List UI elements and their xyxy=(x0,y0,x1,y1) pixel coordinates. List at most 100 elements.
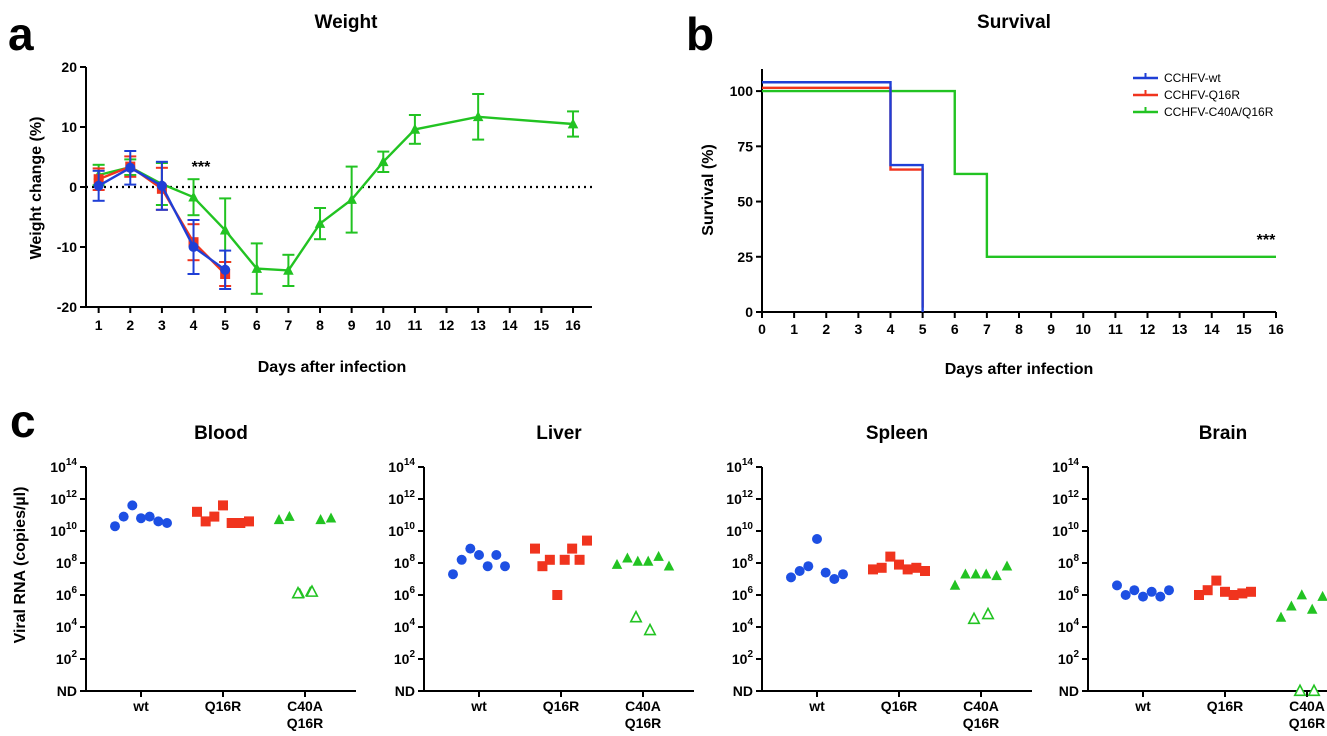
weight-point-wt xyxy=(125,162,136,173)
rna-category-label: wt xyxy=(132,698,149,714)
rna-y-tick-label: 1014 xyxy=(726,457,753,475)
rna-point-wt xyxy=(144,511,155,522)
tissue-title: Blood xyxy=(194,423,248,444)
survival-y-axis-label: Survival (%) xyxy=(700,144,717,236)
weight-x-tick-label: 8 xyxy=(316,317,324,333)
weight-point-c40a xyxy=(567,118,579,129)
rna-point-c40a xyxy=(632,555,644,566)
rna-point-q16r xyxy=(567,543,578,554)
weight-x-tick-label: 9 xyxy=(348,317,356,333)
survival-legend: CCHFV-wt CCHFV-Q16R CCHFV-C40A/Q16R xyxy=(1133,71,1274,119)
rna-point-q16r xyxy=(226,518,237,528)
rna-category-label: Q16R xyxy=(287,715,324,731)
rna-point-q16r xyxy=(911,562,922,573)
rna-y-tick-label: 106 xyxy=(394,585,416,603)
rna-y-tick-label: 1010 xyxy=(50,521,77,539)
rna-point-wt xyxy=(500,561,510,572)
survival-x-tick-label: 12 xyxy=(1140,321,1156,337)
weight-y-axis-label: Weight change (%) xyxy=(28,117,45,260)
legend-label-q16r: CCHFV-Q16R xyxy=(1164,88,1240,102)
rna-point-c40a xyxy=(611,558,623,569)
survival-step-line-q16r xyxy=(762,86,924,308)
rna-y-tick-label: 102 xyxy=(732,649,754,667)
rna-point-q16r xyxy=(582,535,592,546)
weight-point-c40a xyxy=(409,123,421,134)
tissue-title: Liver xyxy=(536,423,582,444)
weight-point-c40a xyxy=(378,156,389,167)
survival-x-tick-label: 1 xyxy=(790,321,798,337)
rna-y-tick-label: 1012 xyxy=(726,489,753,507)
rna-y-tick-label: 1010 xyxy=(388,521,415,539)
survival-x-tick-label: 0 xyxy=(758,321,766,337)
rna-category-label: Q16R xyxy=(1207,698,1244,714)
weight-x-tick-label: 5 xyxy=(221,317,229,333)
rna-point-wt xyxy=(829,574,840,584)
survival-significance: *** xyxy=(1257,232,1276,249)
rna-y-tick-label: 1012 xyxy=(388,489,415,507)
weight-y-tick-label: 20 xyxy=(61,59,77,75)
weight-point-c40a xyxy=(283,264,294,275)
tissue-title: Brain xyxy=(1199,423,1248,444)
weight-y-tick-label: -20 xyxy=(57,299,77,315)
rna-point-c40a xyxy=(1293,683,1307,697)
rna-y-tick-label: 102 xyxy=(56,649,78,667)
rna-point-wt xyxy=(820,567,831,578)
rna-point-c40a xyxy=(991,570,1002,581)
survival-x-tick-label: 14 xyxy=(1204,321,1220,337)
rna-y-tick-label: 104 xyxy=(56,617,78,635)
rna-point-wt xyxy=(1146,586,1157,597)
weight-y-tick-label: 0 xyxy=(69,179,77,195)
rna-category-label: Q16R xyxy=(543,698,580,714)
weight-x-axis-label: Days after infection xyxy=(258,359,406,376)
rna-point-c40a xyxy=(1306,603,1318,614)
rna-y-tick-label: 106 xyxy=(1058,585,1080,603)
survival-y-tick-label: 50 xyxy=(737,194,753,210)
weight-point-c40a xyxy=(346,193,357,204)
weight-point-wt xyxy=(220,264,231,275)
rna-point-c40a xyxy=(325,512,337,523)
weight-x-tick-label: 11 xyxy=(407,317,422,333)
survival-x-tick-label: 4 xyxy=(887,321,895,337)
rna-point-c40a xyxy=(1307,683,1321,697)
survival-x-tick-label: 7 xyxy=(983,321,991,337)
rna-point-c40a xyxy=(967,611,981,625)
rna-point-wt xyxy=(482,561,493,572)
survival-y-tick-label: 75 xyxy=(737,138,753,154)
rna-category-label: C40A xyxy=(287,698,323,714)
weight-point-wt xyxy=(93,180,104,191)
tissue-title: Spleen xyxy=(866,423,928,444)
rna-point-q16r xyxy=(1220,586,1230,597)
rna-point-wt xyxy=(127,500,138,511)
panel-letter-b: b xyxy=(686,8,714,60)
rna-point-q16r xyxy=(537,561,548,572)
survival-x-tick-label: 13 xyxy=(1172,321,1188,337)
viral-rna-y-axis-label: Viral RNA (copies/µl) xyxy=(12,487,29,644)
rna-point-wt xyxy=(1129,585,1140,596)
rna-point-c40a xyxy=(629,609,643,623)
rna-point-wt xyxy=(465,543,476,554)
weight-y-tick-label: -10 xyxy=(57,239,77,255)
rna-point-wt xyxy=(812,534,822,544)
rna-point-c40a xyxy=(643,622,657,636)
weight-x-tick-label: 16 xyxy=(565,317,581,333)
weight-x-tick-label: 1 xyxy=(95,317,103,333)
rna-point-q16r xyxy=(894,559,904,570)
rna-y-tick-label: 1014 xyxy=(50,457,77,475)
rna-point-c40a xyxy=(970,568,982,579)
weight-title: Weight xyxy=(315,12,379,33)
rna-point-c40a xyxy=(949,579,961,590)
weight-series-line-c40a xyxy=(98,115,574,272)
weight-x-tick-label: 4 xyxy=(190,317,198,333)
weight-x-tick-label: 2 xyxy=(126,317,134,333)
rna-y-tick-label: 1010 xyxy=(1052,521,1079,539)
rna-point-c40a xyxy=(960,568,971,579)
rna-point-q16r xyxy=(1246,586,1256,597)
rna-point-q16r xyxy=(1228,590,1239,600)
rna-category-label: wt xyxy=(1134,698,1151,714)
rna-point-wt xyxy=(456,554,467,565)
rna-category-label: wt xyxy=(470,698,487,714)
rna-point-q16r xyxy=(885,551,896,562)
rna-point-q16r xyxy=(192,506,202,517)
rna-y-tick-label: 108 xyxy=(732,553,754,571)
